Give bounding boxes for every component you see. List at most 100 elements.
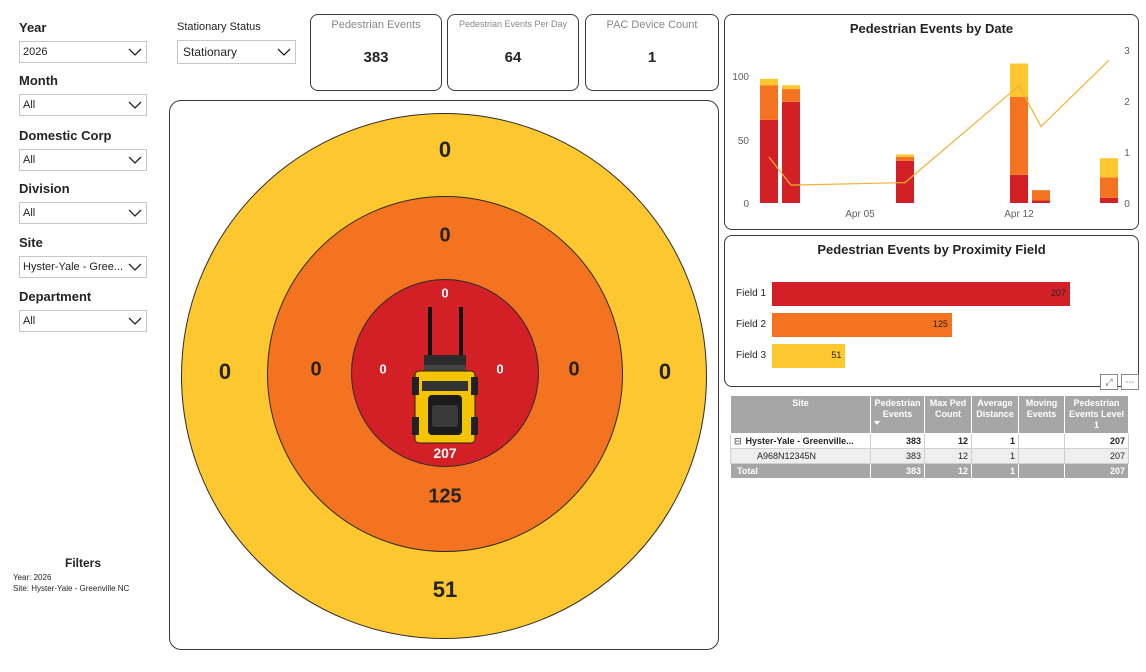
slicer-title: Division	[19, 181, 70, 196]
column-header-average-distance[interactable]: Average Distance	[971, 395, 1019, 434]
middle-left-count: 0	[310, 358, 322, 381]
card-title: Pedestrian Events Per Day	[458, 19, 568, 29]
bar-segment[interactable]	[782, 89, 800, 102]
column-header-site[interactable]: Site	[730, 395, 871, 434]
events-cell: 383	[870, 463, 925, 479]
bar-segment[interactable]	[782, 85, 800, 90]
filters-summary: Filters Year: 2026 Site: Hyster-Yale - G…	[13, 556, 153, 593]
bar-segment[interactable]	[1032, 190, 1050, 201]
slicer-division: Division All	[19, 180, 147, 224]
chevron-down-icon	[128, 209, 142, 217]
moving-cell	[1018, 433, 1065, 449]
outer-right-count: 0	[658, 359, 672, 384]
y2-tick: 3	[1124, 46, 1130, 57]
slicer-title: Department	[19, 289, 92, 304]
year-dropdown[interactable]: 2026	[19, 41, 147, 63]
middle-top-count: 0	[439, 224, 451, 247]
column-header-level1[interactable]: Pedestrian Events Level 1	[1064, 395, 1129, 434]
max-cell: 12	[924, 448, 972, 464]
hbar-category-label: Field 3	[736, 350, 767, 361]
events-cell: 383	[870, 433, 925, 449]
dropdown-value: 2026	[23, 46, 48, 58]
stationary-dropdown[interactable]: Stationary	[177, 40, 296, 64]
bar-segment[interactable]	[896, 156, 914, 161]
bar-segment[interactable]	[1010, 174, 1028, 203]
site-matrix-table: Site Pedestrian Events Max Ped Count Ave…	[730, 395, 1129, 479]
dropdown-value: Hyster-Yale - Gree...	[23, 261, 124, 273]
card-pac-device-count[interactable]: PAC Device Count 1	[585, 14, 719, 91]
chevron-down-icon	[128, 317, 142, 325]
month-dropdown[interactable]: All	[19, 94, 147, 116]
header-label: Pedestrian Events	[874, 398, 921, 419]
chevron-down-icon	[128, 48, 142, 56]
card-title: Pedestrian Events	[331, 19, 421, 31]
site-dropdown[interactable]: Hyster-Yale - Gree...	[19, 256, 147, 278]
events-by-date-chart[interactable]: Pedestrian Events by Date 100 50 0 3 2 1…	[724, 14, 1139, 230]
chart-title: Pedestrian Events by Proximity Field	[817, 242, 1046, 257]
hbar[interactable]: 51	[772, 344, 846, 368]
table-row[interactable]: ⊟ Hyster-Yale - Greenville... 383 12 1 20…	[730, 433, 1129, 449]
y-tick: 50	[738, 136, 750, 147]
y2-tick: 0	[1124, 199, 1130, 210]
site-cell: ⊟ Hyster-Yale - Greenville...	[730, 433, 871, 449]
max-cell: 12	[924, 433, 972, 449]
proximity-target-visual[interactable]: 0 0 0 51 0 0 0 125 0 0 0 207	[169, 100, 719, 650]
slicer-title: Stationary Status	[177, 21, 261, 33]
y2-tick: 1	[1124, 148, 1130, 159]
card-pedestrian-events-per-day[interactable]: Pedestrian Events Per Day 64	[447, 14, 579, 91]
column-header-max-ped-count[interactable]: Max Ped Count	[924, 395, 972, 434]
column-header-pedestrian-events[interactable]: Pedestrian Events	[870, 395, 925, 434]
slicer-site: Site Hyster-Yale - Gree...	[19, 234, 147, 278]
total-label: Total	[730, 463, 871, 479]
chart-title: Pedestrian Events by Date	[849, 21, 1014, 36]
filter-line: Site: Hyster-Yale - Greenville NC	[13, 584, 130, 593]
domestic-corp-dropdown[interactable]: All	[19, 149, 147, 171]
middle-bottom-count: 125	[428, 485, 462, 508]
y-tick: 100	[732, 72, 749, 83]
bar-segment[interactable]	[760, 85, 778, 120]
bar-segment[interactable]	[760, 119, 778, 203]
line-series	[768, 59, 1110, 186]
events-by-proximity-chart[interactable]: Pedestrian Events by Proximity Field Fie…	[724, 235, 1139, 387]
table-header-row: Site Pedestrian Events Max Ped Count Ave…	[730, 395, 1129, 434]
hbar[interactable]: 207	[772, 282, 1070, 306]
division-dropdown[interactable]: All	[19, 202, 147, 224]
bar-segment[interactable]	[1100, 158, 1118, 178]
bar-segment[interactable]	[782, 101, 800, 203]
chevron-down-icon	[128, 263, 142, 271]
avg-cell: 1	[971, 433, 1019, 449]
hbar[interactable]: 125	[772, 313, 952, 337]
bar-segment[interactable]	[760, 78, 778, 86]
bar-segment[interactable]	[1100, 197, 1118, 203]
card-pedestrian-events[interactable]: Pedestrian Events 383	[310, 14, 442, 91]
bar-segment[interactable]	[896, 154, 914, 157]
x-tick: Apr 05	[845, 209, 875, 220]
focus-mode-icon[interactable]: ⤢	[1100, 374, 1118, 390]
avg-cell: 1	[971, 448, 1019, 464]
collapse-icon[interactable]: ⊟	[734, 436, 742, 446]
more-options-icon[interactable]: ⋯	[1121, 374, 1139, 390]
card-value: 383	[363, 49, 389, 66]
column-header-moving-events[interactable]: Moving Events	[1018, 395, 1065, 434]
y-tick: 0	[743, 199, 749, 210]
bar-segment[interactable]	[1010, 63, 1028, 97]
hbar-value-label: 51	[831, 350, 842, 360]
outer-bottom-count: 51	[432, 577, 458, 602]
table-row[interactable]: A968N12345N 383 12 1 207	[730, 448, 1129, 464]
bar-segment[interactable]	[1032, 200, 1050, 203]
moving-cell	[1018, 448, 1065, 464]
dropdown-value: Stationary	[183, 45, 238, 59]
slicer-year: Year 2026	[19, 19, 147, 63]
date-chart-svg: 100 50 0 3 2 1 0 Apr 05 Apr 12	[732, 46, 1130, 220]
hbar-category-label: Field 2	[736, 319, 767, 330]
inner-right-count: 0	[496, 361, 504, 377]
bar-segment[interactable]	[1100, 177, 1118, 198]
chevron-down-icon	[128, 156, 142, 164]
inner-top-count: 0	[441, 285, 449, 301]
card-title: PAC Device Count	[606, 19, 698, 31]
middle-right-count: 0	[568, 358, 580, 381]
table-total-row: Total 383 12 1 207	[730, 463, 1129, 479]
bar-segment[interactable]	[1010, 96, 1028, 175]
department-dropdown[interactable]: All	[19, 310, 147, 332]
device-cell: A968N12345N	[730, 448, 871, 464]
